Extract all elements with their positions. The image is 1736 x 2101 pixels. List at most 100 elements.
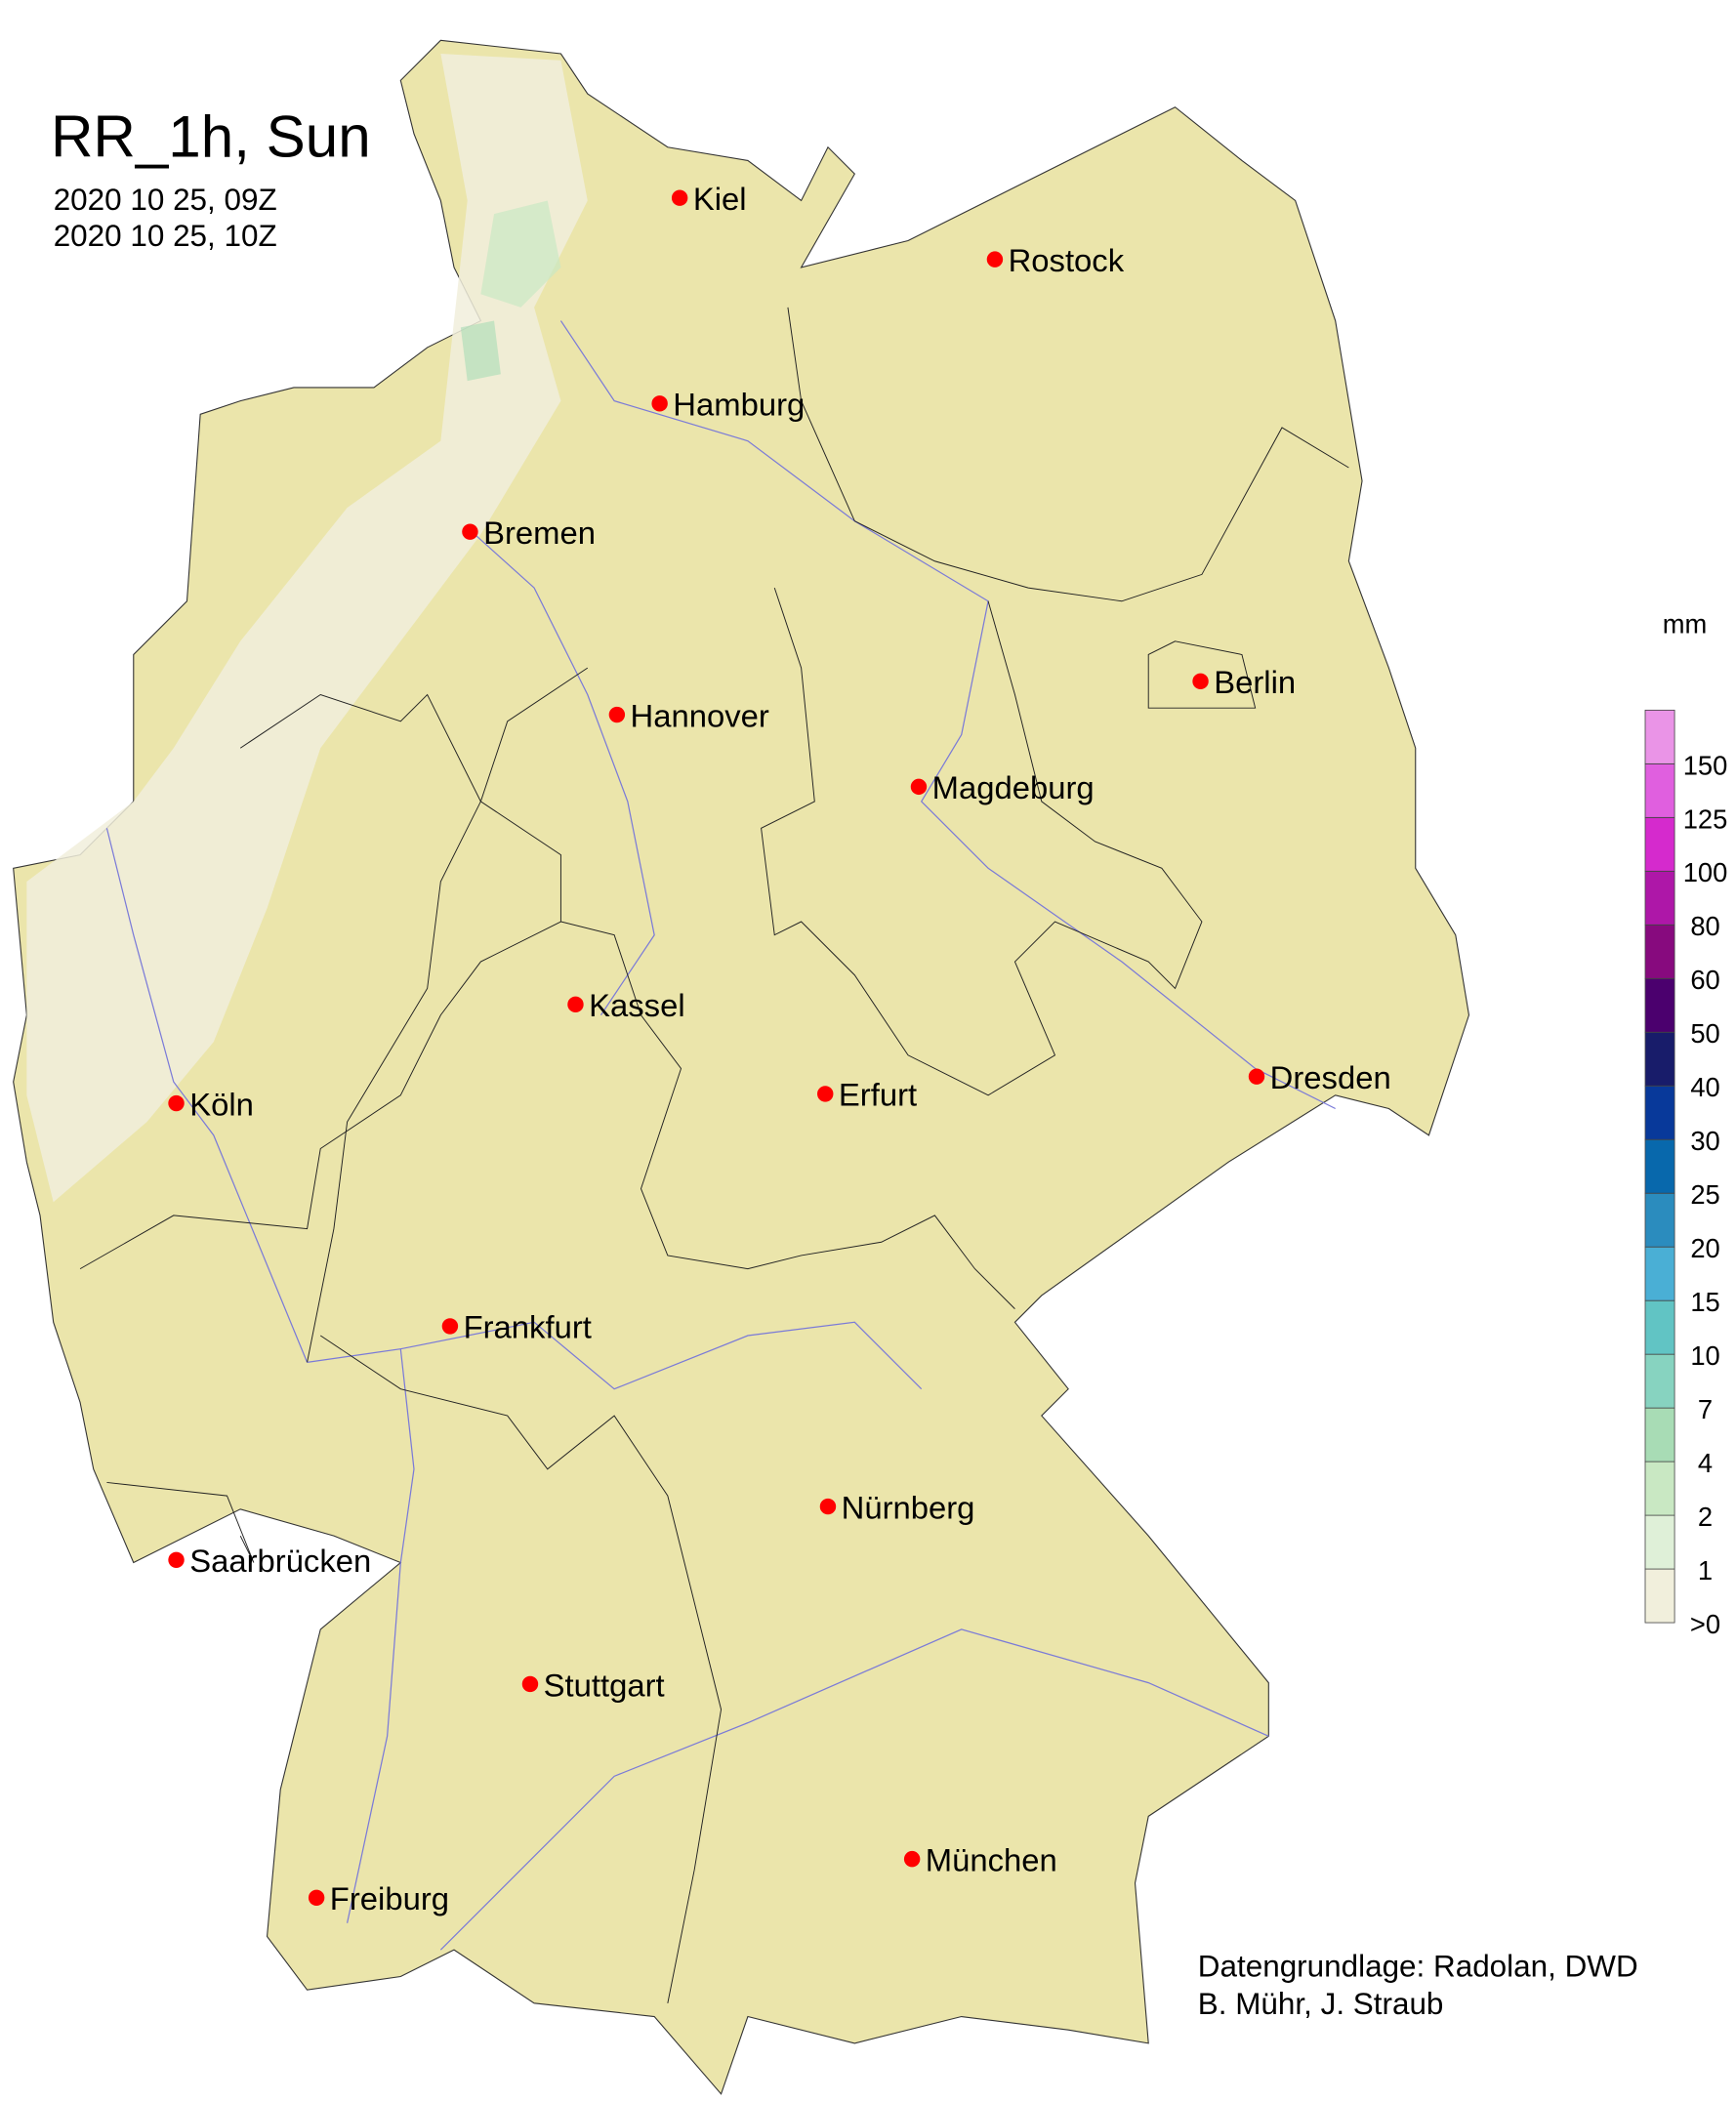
city-dot [168,1094,185,1112]
city-dot [462,523,478,540]
river-elbe [559,320,1336,1110]
city-dot [817,1086,834,1102]
city-label: Rostock [1009,242,1125,278]
city-dresden: Dresden [1248,1059,1391,1095]
city-label: München [926,1841,1057,1877]
city-kassel: Kassel [567,987,685,1023]
colorbar-label: 50 [1690,1018,1719,1049]
city-label: Freiburg [330,1880,449,1916]
city-nürnberg: Nürnberg [819,1489,975,1525]
colorbar-swatch [1644,1299,1675,1355]
city-label: Nürnberg [842,1489,975,1525]
light-rain-area [26,54,588,1203]
colorbar-swatch [1644,709,1675,764]
city-label: Kiel [693,181,747,217]
colorbar-swatch [1644,870,1675,926]
city-label: Berlin [1214,664,1296,700]
city-kiel: Kiel [671,181,747,217]
credit-line-2: B. Mühr, J. Straub [1198,1987,1444,2021]
city-dot [521,1675,539,1693]
colorbar-swatch [1644,1246,1675,1301]
colorbar-swatch [1644,924,1675,979]
colorbar-swatch [1644,1031,1675,1087]
river-main [400,1321,923,1390]
city-label: Kassel [589,987,685,1023]
colorbar-label: 25 [1690,1179,1719,1210]
city-markers: Kiel Rostock Hamburg Bremen Berlin Hannover Ma… [168,181,1391,1916]
colorbar-label: 60 [1690,965,1719,995]
city-frankfurt: Frankfurt [441,1309,592,1345]
river-danube [439,1628,1269,1951]
city-label: Köln [189,1086,254,1122]
city-hamburg: Hamburg [651,387,805,423]
map-title: RR_1h, Sun [51,103,371,169]
city-berlin: Berlin [1192,664,1296,700]
colorbar-label: 20 [1690,1233,1719,1263]
colorbar-label: 1 [1698,1555,1713,1586]
colorbar-swatch [1644,1514,1675,1570]
city-freiburg: Freiburg [308,1880,449,1916]
city-label: Frankfurt [464,1309,592,1345]
colorbar-swatch [1644,1568,1675,1624]
city-köln: Köln [168,1086,254,1122]
city-label: Saarbrücken [189,1543,371,1579]
colorbar-label: 15 [1690,1287,1719,1317]
city-label: Stuttgart [544,1667,665,1703]
city-label: Bremen [483,515,596,551]
city-dot [567,996,584,1013]
city-rostock: Rostock [986,242,1125,278]
colorbar-swatch [1644,816,1675,872]
colorbar-label: 150 [1683,750,1728,780]
city-label: Hannover [631,697,769,733]
rain-patch [480,200,561,308]
city-label: Erfurt [839,1077,917,1113]
colorbar-label: 30 [1690,1126,1719,1156]
city-dot [608,706,626,723]
colorbar-label: 4 [1698,1448,1713,1478]
city-dot [903,1850,921,1868]
colorbar-swatch [1644,762,1675,818]
city-dot [168,1551,185,1568]
city-bremen: Bremen [462,515,596,551]
city-label: Hamburg [673,387,805,423]
germany-land [13,39,1470,2095]
city-dot [1248,1068,1265,1085]
colorbar-swatch [1644,977,1675,1033]
city-dot [910,778,928,796]
colorbar-swatch [1644,1138,1675,1194]
city-label: Dresden [1270,1059,1391,1095]
river-rhine [105,828,415,1923]
colorbar-label: 2 [1698,1502,1713,1532]
city-münchen: München [903,1841,1057,1877]
colorbar-label: >0 [1690,1609,1720,1639]
colorbar-swatch [1644,1085,1675,1140]
city-dot [819,1498,837,1515]
colorbar-legend: mm >0 1 2 4 7 10 15 20 25 30 40 50 60 80 100 125 150 [1644,609,1728,1639]
city-magdeburg: Magdeburg [910,769,1095,805]
colorbar-swatch [1644,1192,1675,1248]
city-dot [308,1889,325,1907]
state-borders [79,307,1349,2003]
colorbar-label: 80 [1690,911,1719,941]
city-saarbrücken: Saarbrücken [168,1543,371,1579]
city-erfurt: Erfurt [817,1077,917,1113]
rivers [105,320,1336,1951]
city-dot [986,251,1004,268]
colorbar-label: 40 [1690,1072,1719,1102]
city-hannover: Hannover [608,697,769,733]
colorbar-swatch [1644,1407,1675,1462]
city-dot [671,189,688,206]
colorbar-label: 100 [1683,857,1728,887]
credit-line-1: Datengrundlage: Radolan, DWD [1198,1949,1638,1983]
city-dot [441,1318,459,1335]
river-weser [467,527,655,1016]
time-end: 2020 10 25, 10Z [54,219,277,253]
city-dot [1192,673,1209,690]
city-label: Magdeburg [932,769,1095,805]
colorbar-swatch [1644,1353,1675,1409]
time-start: 2020 10 25, 09Z [54,183,277,217]
legend-unit: mm [1663,609,1708,639]
colorbar-label: 10 [1690,1340,1719,1371]
rain-patch [460,320,501,382]
